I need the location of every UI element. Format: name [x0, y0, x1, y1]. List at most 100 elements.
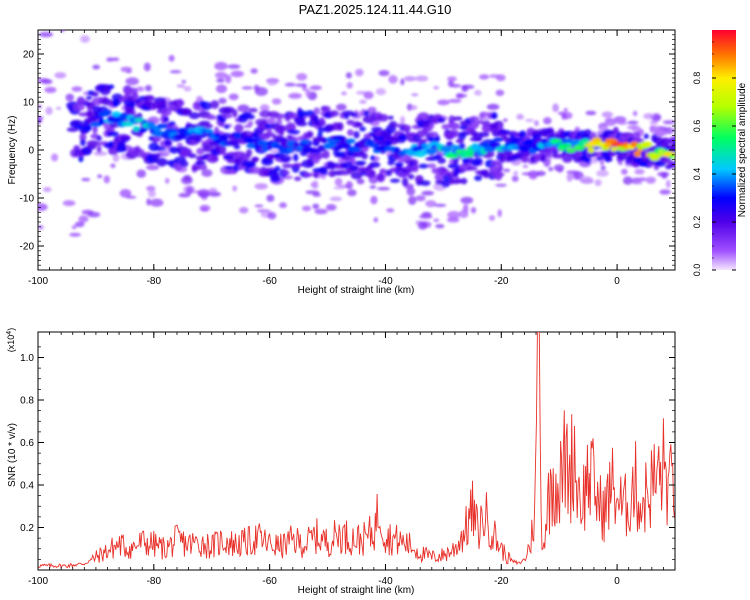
spectrogram-cell: [266, 127, 273, 134]
spectrogram-cell: [273, 113, 286, 119]
spectrogram-speckle: [62, 200, 76, 207]
spectrogram-speckle: [120, 66, 133, 73]
spectrogram-speckle: [425, 200, 437, 208]
spectrogram-cell: [306, 130, 314, 139]
x-tick-label: -60: [262, 276, 277, 287]
spectrogram-speckle: [313, 107, 321, 115]
spectrogram-ridge-cell: [98, 118, 106, 125]
spectrogram-cell: [361, 152, 368, 160]
spectrogram-speckle: [201, 169, 213, 177]
spectrogram-speckle: [455, 92, 464, 99]
spectrogram-speckle: [585, 110, 597, 116]
spectrogram-speckle: [367, 106, 377, 114]
spectrogram-cell: [415, 175, 424, 184]
snr-frame: [37, 331, 676, 571]
spectrogram-cell: [282, 163, 294, 169]
spectrogram-cell: [202, 146, 215, 153]
spectrogram-speckle: [296, 73, 308, 81]
spectrogram-speckle: [623, 176, 633, 185]
spectrogram-speckle: [56, 106, 62, 110]
spectrogram-speckle: [198, 192, 210, 198]
spectrogram-speckle: [543, 158, 551, 167]
spectrogram-speckle: [276, 118, 283, 126]
spectrogram-ridge-cell: [345, 138, 356, 144]
spectrogram-heatmap: [38, 10, 675, 237]
spectrogram-cell: [394, 162, 404, 167]
spectrogram-speckle: [448, 98, 462, 103]
spectrogram-speckle: [415, 75, 429, 82]
spectrogram-cell: [448, 122, 460, 130]
spectrogram-ridge-cell: [558, 143, 572, 149]
spectrogram-speckle: [599, 160, 605, 166]
spectrogram-speckle: [632, 124, 637, 132]
spectrogram-cell: [337, 122, 344, 131]
chart-title: PAZ1.2025.124.11.44.G10: [298, 2, 452, 17]
spectrogram-speckle: [632, 110, 638, 117]
spectrogram-ridge-cell: [278, 146, 291, 154]
spectrogram-cell: [263, 132, 276, 138]
spectrogram-ridge-cell: [445, 152, 459, 159]
spectrogram-cell: [219, 150, 226, 156]
spectrogram-cell: [223, 124, 230, 129]
spectrogram-cell: [398, 133, 408, 141]
spectrogram-ridge-cell: [493, 137, 504, 142]
spectrogram-speckle: [373, 217, 378, 223]
x-tick-label: -60: [262, 576, 277, 587]
spectrogram-cell: [359, 126, 366, 132]
spectrogram-speckle: [61, 10, 70, 15]
spectrogram-ridge-cell: [82, 125, 92, 131]
spectrogram-speckle: [637, 177, 647, 182]
spectrogram-cell: [116, 145, 127, 153]
spectrogram-speckle: [103, 175, 111, 184]
spectrogram-cell: [469, 116, 479, 122]
spectrogram-cell: [643, 133, 649, 140]
spectrogram-cell: [453, 116, 463, 121]
spectrogram-speckle: [495, 89, 505, 97]
spectrogram-speckle: [522, 164, 529, 169]
spectrogram-speckle: [377, 186, 390, 191]
spectrogram-speckle: [111, 57, 120, 62]
spectrogram-ridge-cell: [214, 133, 221, 138]
spectrogram-cell: [287, 129, 301, 135]
spectrogram-cell: [428, 131, 439, 137]
x-tick-label: -20: [494, 576, 509, 587]
spectrogram-cell: [458, 143, 466, 150]
spectrogram-speckle: [333, 186, 345, 190]
spectrogram-cell: [441, 179, 451, 188]
spectrogram-cell: [113, 98, 122, 106]
spectrogram-cell: [164, 139, 172, 147]
spectrogram-cell: [294, 176, 302, 181]
spectrogram-ridge-cell: [351, 148, 362, 153]
y-tick-label: 0.4: [20, 481, 34, 492]
spectrogram-cell: [160, 107, 172, 117]
y-tick-label: 0.2: [20, 523, 34, 534]
spectrogram-cell: [320, 166, 328, 175]
spectrogram-cell: [201, 101, 212, 111]
spectrogram-speckle: [355, 68, 364, 77]
spectrogram-cell: [221, 113, 233, 119]
spectrogram-speckle: [302, 205, 312, 212]
spectrogram-speckle: [250, 68, 258, 74]
spectrogram-speckle: [525, 118, 535, 123]
spectrogram-cell: [234, 123, 244, 133]
spectrogram-cell: [96, 135, 102, 141]
spectrogram-cell: [252, 157, 259, 163]
spectrogram-speckle: [176, 84, 186, 88]
spectrogram-ridge-cell: [257, 140, 271, 147]
spectrogram-cell: [441, 124, 450, 130]
spectrogram-cell: [319, 117, 325, 125]
spectrogram-ridge-cell: [512, 137, 520, 143]
spectrogram-ridge-cell: [321, 137, 328, 143]
spectrogram-ridge-cell: [610, 146, 618, 152]
x-tick-label: -40: [378, 276, 393, 287]
spectrogram-cell: [153, 146, 166, 152]
spectrogram-cell: [377, 172, 384, 182]
spectrogram-speckle: [271, 98, 282, 105]
spectrogram-speckle: [345, 72, 352, 79]
spectrogram-cell: [446, 141, 454, 147]
spectrogram-speckle: [254, 87, 268, 96]
snr-x-label: Height of straight line (km): [298, 585, 415, 596]
spectrogram-cell: [85, 95, 93, 100]
spectrogram-cell: [449, 178, 455, 185]
spectrogram-cell: [329, 110, 340, 117]
